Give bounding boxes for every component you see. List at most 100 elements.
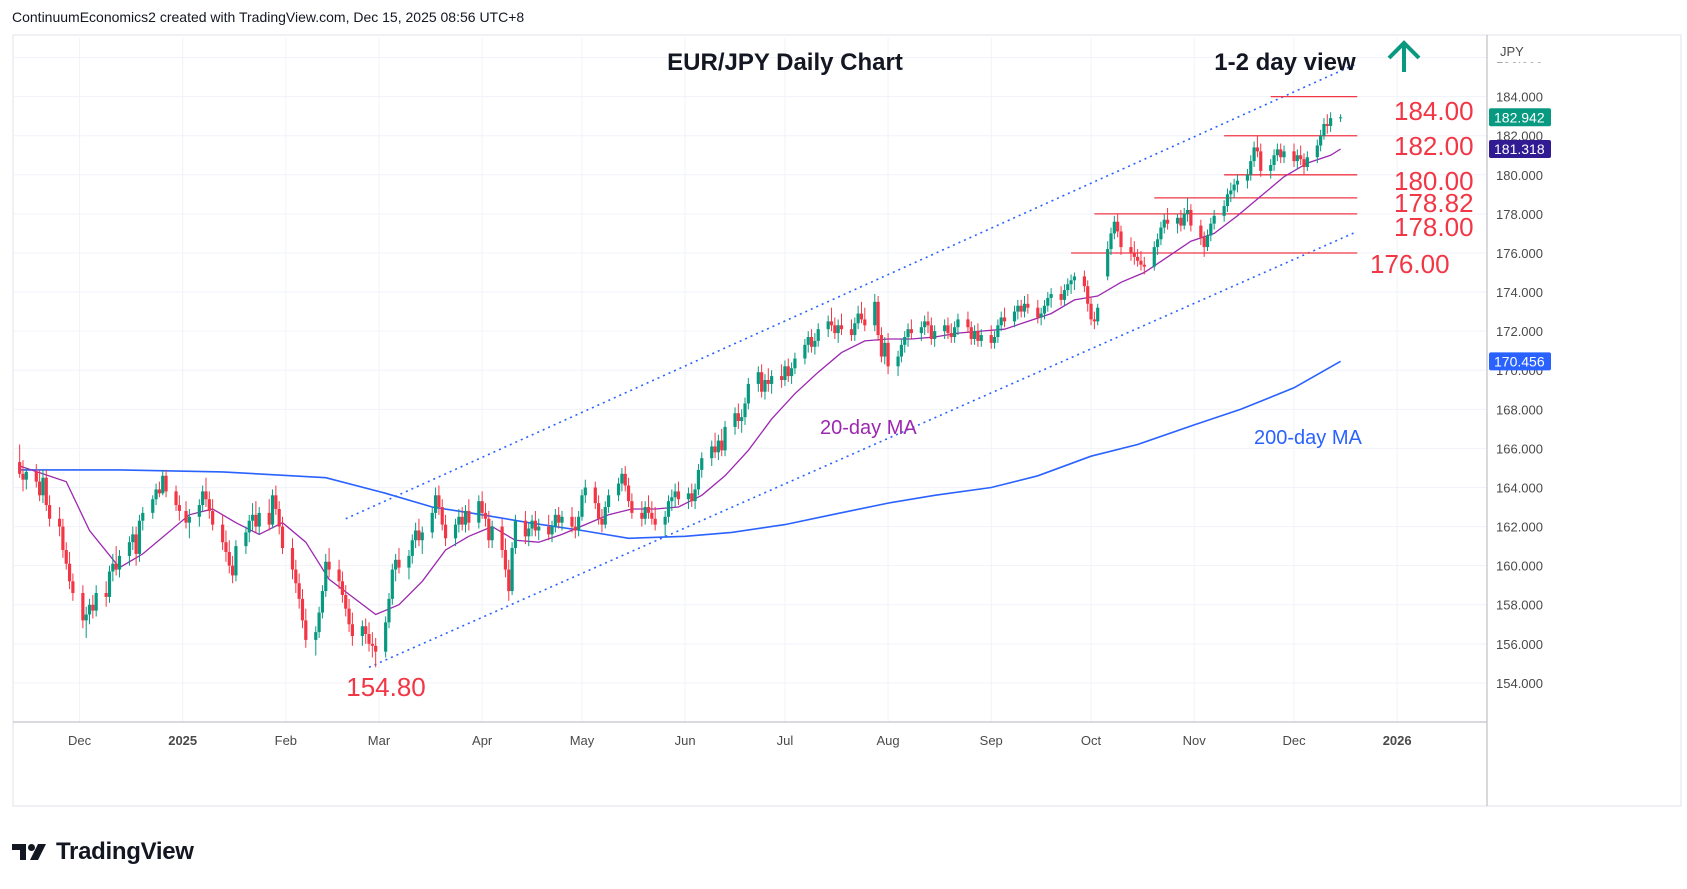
candle: [740, 409, 744, 433]
candle-body: [946, 325, 950, 334]
candle: [1279, 143, 1283, 164]
candle-body: [1069, 280, 1073, 285]
candle: [853, 317, 857, 341]
candle: [816, 323, 820, 347]
candle-body: [290, 548, 295, 570]
candle-body: [21, 473, 25, 480]
candle: [61, 518, 65, 558]
level-label: 184.00: [1394, 96, 1474, 126]
candle: [673, 483, 677, 508]
candle-body: [1152, 247, 1156, 267]
candle: [783, 360, 787, 386]
chart-canvas[interactable]: 154.000 156.000 158.000 160.000 162.000 164.0…: [0, 0, 1687, 826]
price-tick-label: 184.000: [1496, 90, 1543, 105]
candle-body: [1338, 117, 1343, 119]
candle: [1086, 280, 1090, 312]
candle-body: [756, 372, 760, 384]
price-tick-label: 156.000: [1496, 637, 1543, 652]
candle: [1012, 305, 1017, 328]
candle: [21, 460, 25, 492]
candle-body: [137, 520, 142, 554]
candle-body: [770, 376, 774, 384]
price-tag-bg: [1489, 108, 1551, 127]
candle-body: [829, 321, 834, 326]
candle: [550, 520, 554, 543]
candle: [384, 616, 388, 658]
candle: [1292, 143, 1296, 167]
candle: [1232, 178, 1236, 199]
candle-body: [1086, 286, 1090, 304]
time-axis[interactable]: Dec 2025 Feb Mar Apr May Jun Jul Aug Sep Oct Nov Dec…: [68, 733, 1412, 748]
candle: [387, 593, 391, 629]
candle: [527, 522, 531, 547]
candle-body: [816, 329, 820, 341]
candle: [370, 632, 374, 658]
level-label: 180.00: [1394, 166, 1474, 196]
candle: [999, 311, 1003, 332]
candle-body: [833, 325, 837, 334]
candle-body: [187, 516, 191, 523]
candle: [1002, 307, 1007, 328]
price-tag-label: 182.942: [1494, 109, 1545, 125]
candle-body: [111, 563, 115, 572]
candle: [696, 464, 701, 496]
candle-body: [107, 571, 112, 597]
candle-body: [457, 516, 461, 525]
candle: [826, 315, 830, 338]
candle: [746, 378, 750, 410]
candle-body: [929, 325, 933, 339]
candle-body: [836, 325, 840, 334]
candle-body: [533, 520, 537, 531]
candle: [87, 598, 92, 625]
candle: [863, 307, 867, 332]
candle-body: [663, 516, 667, 525]
candle: [111, 553, 115, 582]
candle-body: [1185, 209, 1190, 214]
candle-body: [789, 368, 794, 377]
candle: [909, 319, 913, 339]
candle: [247, 514, 251, 543]
candle-body: [157, 489, 162, 494]
candle-body: [600, 518, 604, 525]
candle: [510, 542, 514, 595]
candle-body: [883, 342, 887, 357]
candle: [1245, 168, 1250, 189]
candle: [157, 481, 162, 498]
candle-body: [38, 481, 42, 496]
candle-body: [370, 643, 374, 646]
candle: [879, 327, 884, 363]
candle-body: [1249, 161, 1253, 175]
candle-body: [507, 569, 511, 592]
candle-body: [933, 331, 937, 339]
candle-body: [364, 626, 368, 635]
candle: [956, 313, 960, 336]
candle-body: [896, 356, 900, 367]
candle-body: [686, 493, 691, 500]
low-label: 154.80: [346, 672, 426, 702]
candle-body: [1159, 227, 1163, 240]
candle-body: [763, 380, 767, 392]
candle-body: [34, 471, 38, 482]
candle-body: [623, 473, 627, 486]
candle: [1325, 114, 1329, 134]
price-axis[interactable]: 154.000 156.000 158.000 160.000 162.000 164.0…: [1490, 38, 1550, 691]
price-tick-label: 178.000: [1496, 207, 1543, 222]
candle-body: [793, 358, 797, 369]
candle: [1299, 145, 1303, 166]
price-tag-bg: [1489, 140, 1551, 159]
candle-body: [616, 483, 621, 496]
candle-body: [340, 581, 345, 595]
chart-frame: [12, 34, 1682, 807]
view-label: 1-2 day view: [1214, 49, 1356, 76]
candle-body: [71, 581, 75, 594]
candle: [500, 518, 504, 558]
candle-body: [61, 526, 65, 551]
price-tick-label: 166.000: [1496, 441, 1543, 456]
candle: [417, 518, 421, 547]
candle: [1119, 225, 1123, 255]
candle: [600, 508, 604, 533]
candle: [277, 501, 281, 535]
candle: [48, 495, 52, 527]
candle: [1016, 299, 1020, 320]
candle: [989, 325, 993, 349]
